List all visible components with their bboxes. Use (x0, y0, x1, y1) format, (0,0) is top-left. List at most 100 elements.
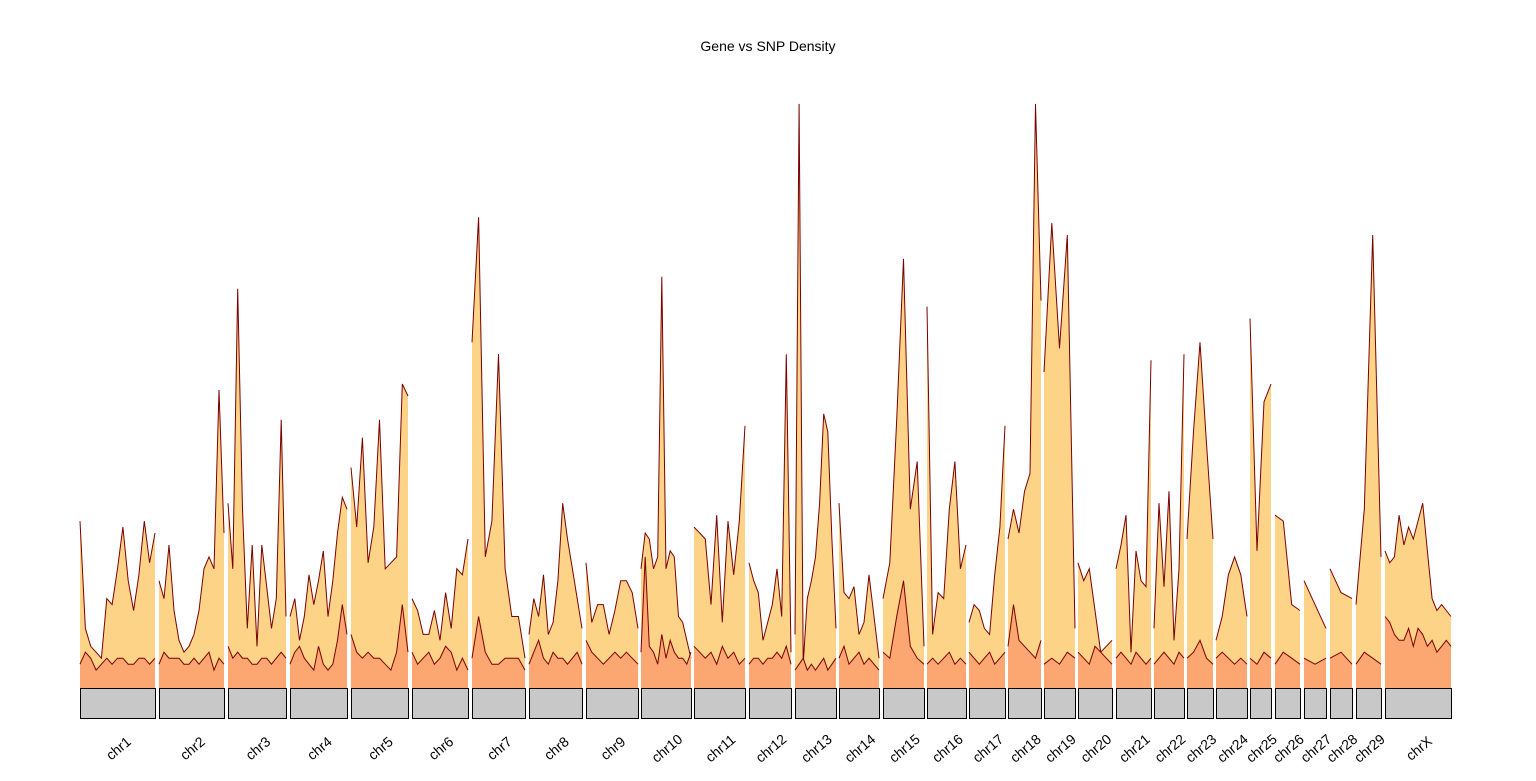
snp-density-area-chr7 (472, 217, 525, 688)
snp-density-area-chr28-line (1329, 568, 1353, 600)
snp-density-area-chr14-line (838, 503, 880, 659)
snp-density-area-chr6-line (411, 538, 469, 641)
ideogram-chr16 (927, 688, 967, 719)
gene-density-area-chr23-line (1186, 639, 1214, 665)
snp-density-area-chr4 (290, 497, 347, 688)
gene-density-area-chr22 (1154, 652, 1184, 688)
snp-density-area-chr24-line (1215, 555, 1248, 641)
chart-title: Gene vs SNP Density (700, 38, 836, 54)
snp-density-area-chr10-line (640, 276, 692, 659)
gene-density-area-chr27-line (1303, 657, 1327, 665)
snp-density-area-chr16-line (926, 306, 967, 635)
snp-density-area-chr26-line (1274, 514, 1301, 611)
gene-density-area-chr26 (1275, 652, 1300, 688)
gene-density-area-chr1 (80, 652, 155, 688)
snp-density-area-chr23-line (1186, 342, 1214, 540)
snp-density-area-chr3-line (227, 288, 287, 647)
chrom-label-chr12: chr12 (752, 731, 789, 766)
gene-density-area-chr8-line (528, 638, 583, 666)
ideogram-chr7 (472, 688, 526, 719)
gene-density-area-chr16 (927, 652, 966, 688)
snp-density-area-chr19-line (1043, 223, 1076, 629)
snp-density-area-chr18-line (1007, 103, 1042, 540)
gene-density-area-chr14-line (838, 644, 880, 671)
gene-density-area-chr10-line (640, 556, 692, 666)
chrom-label-chr14: chr14 (841, 731, 878, 766)
snp-density-area-chr18 (1008, 103, 1041, 688)
chrom-label-chr15: chr15 (886, 731, 923, 766)
gene-density-area-chr17-line (968, 651, 1006, 666)
ideogram-chr26 (1275, 688, 1301, 719)
gene-density-area-chr4-line (289, 604, 348, 672)
snp-density-area-chr6 (412, 539, 468, 688)
gene-density-area-chr20-line (1077, 645, 1113, 666)
gene-density-area-chr14 (839, 646, 879, 688)
chrom-label-chr3: chr3 (242, 733, 273, 763)
snp-density-area-chr14 (839, 503, 879, 688)
ideogram-chr11 (694, 688, 746, 719)
gene-density-area-chr1-line (79, 651, 156, 672)
snp-density-area-chr5 (351, 384, 408, 688)
snp-density-area-chr21 (1116, 360, 1151, 688)
snp-density-area-chr15-line (882, 258, 925, 647)
chrom-label-chr17: chr17 (969, 731, 1006, 766)
ideogram-chr21 (1116, 688, 1152, 719)
gene-density-area-chr29 (1356, 652, 1381, 688)
ideogram-chr4 (290, 688, 348, 719)
chrom-label-chr18: chr18 (1007, 731, 1044, 766)
ideogram-chr29 (1356, 688, 1382, 719)
ideogram-chr18 (1008, 688, 1042, 719)
gene-density-area-chrX (1385, 616, 1451, 688)
gene-density-area-chr9 (586, 640, 638, 688)
snp-density-area-chr27-line (1303, 580, 1327, 629)
snp-density-area-chr12 (749, 354, 791, 688)
snp-density-area-chr26 (1275, 515, 1300, 688)
gene-density-area-chr19 (1044, 652, 1075, 688)
gene-density-area-chr15-line (882, 580, 925, 665)
snp-density-area-chr3 (228, 288, 286, 688)
snp-density-area-chr15 (883, 258, 924, 688)
gene-density-area-chr5-line (350, 604, 409, 672)
gene-density-area-chr19-line (1043, 651, 1076, 665)
ideogram-chr23 (1187, 688, 1214, 719)
snp-density-area-chr2 (159, 390, 224, 688)
gene-density-area-chr25-line (1249, 651, 1272, 665)
gene-density-area-chr20 (1078, 646, 1112, 688)
ideogram-chr27 (1304, 688, 1327, 719)
snp-density-area-chr12-line (748, 354, 792, 653)
gene-density-area-chr13-line (794, 657, 837, 672)
chrom-label-chr22: chr22 (1151, 731, 1188, 766)
gene-density-area-chr17 (969, 652, 1005, 688)
ideogram-chr13 (795, 688, 837, 719)
gene-density-area-chr7 (472, 616, 525, 688)
gene-density-area-chr21 (1116, 652, 1151, 688)
ideogram-chr8 (529, 688, 583, 719)
chrom-label-chr10: chr10 (648, 731, 685, 766)
snp-density-area-chr13-line (794, 103, 837, 665)
ideogram-chrX (1385, 688, 1452, 719)
snp-density-area-chr29-line (1355, 234, 1382, 605)
ideogram-chr3 (228, 688, 287, 719)
snp-density-area-chr22-line (1153, 354, 1185, 641)
snp-density-area-chr19 (1044, 223, 1075, 688)
gene-density-area-chr28-line (1329, 651, 1353, 665)
gene-density-area-chr15 (883, 580, 924, 688)
chrom-label-chr7: chr7 (484, 733, 515, 763)
chrom-label-chr11: chr11 (702, 731, 738, 765)
snp-density-area-chr8-line (528, 503, 583, 635)
ideogram-chr12 (749, 688, 792, 719)
gene-density-area-chr21-line (1115, 651, 1152, 666)
gene-density-area-chr10 (641, 556, 691, 688)
ideogram-chr24 (1216, 688, 1248, 719)
gene-density-area-chr3 (228, 646, 286, 688)
snp-density-area-chr1-line (79, 521, 156, 660)
ideogram-chr17 (969, 688, 1006, 719)
snp-density-area-chr29 (1356, 235, 1381, 688)
chrom-label-chr4: chr4 (304, 733, 335, 763)
gene-density-area-chr16-line (926, 651, 967, 666)
ideogram-chr5 (351, 688, 409, 719)
gene-density-area-chr24 (1216, 652, 1247, 688)
chrom-label-chr23: chr23 (1182, 731, 1219, 766)
snp-density-area-chr21-line (1115, 360, 1152, 653)
snp-density-area-chr11 (694, 425, 745, 688)
